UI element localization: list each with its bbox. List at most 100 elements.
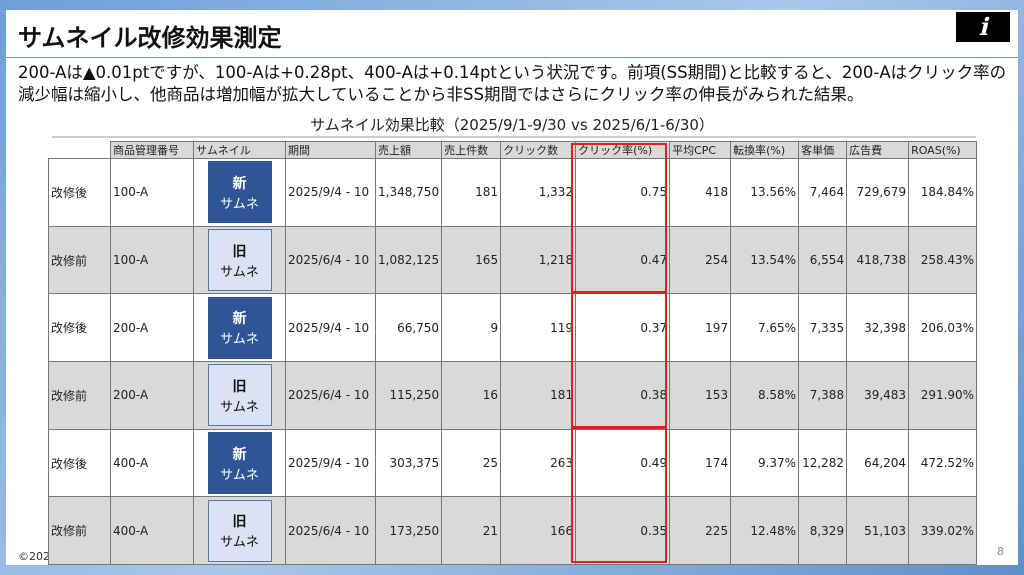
cell-cpc: 254: [669, 225, 732, 295]
cell-sales: 303,375: [374, 428, 443, 498]
cell-id: 400-A: [110, 428, 194, 498]
cell-aov: 7,464: [798, 158, 848, 227]
cell-cpc: 153: [669, 361, 732, 430]
column-header: サムネイル: [193, 141, 286, 159]
thumbnail-cell: 新サムネ: [193, 428, 286, 498]
cell-status: 改修前: [48, 361, 111, 430]
cell-cvr: 13.54%: [730, 225, 800, 295]
cell-clicks: 119: [500, 293, 577, 363]
caption-divider: [52, 136, 976, 138]
cell-clicks: 166: [500, 496, 577, 566]
cell-status: 改修前: [48, 496, 111, 566]
thumbnail-image: 新サムネ: [207, 161, 272, 224]
cell-cvr: 9.37%: [730, 428, 800, 498]
thumbnail-image: 旧サムネ: [207, 229, 272, 292]
slide: サムネイル改修効果測定 ℹ 200-Aは▲0.01ptですが、100-Aは+0.…: [6, 10, 1018, 566]
company-logo: ℹ: [956, 12, 1010, 42]
cell-cpc: 197: [669, 293, 732, 363]
cell-status: 改修後: [48, 428, 111, 498]
comparison-table: 商品管理番号 サムネイル 期間 売上額 売上件数 クリック数 クリック率(%) 平均CPC 転換…: [48, 141, 978, 566]
column-header: 平均CPC: [669, 141, 732, 159]
cell-roas: 291.90%: [908, 361, 978, 430]
cell-cpc: 418: [669, 158, 732, 227]
cell-cvr: 7.65%: [730, 293, 800, 363]
cell-period: 2025/6/4 - 10: [285, 361, 376, 430]
cell-ad: 418,738: [846, 225, 910, 295]
thumbnail-image: 旧サムネ: [207, 499, 272, 562]
cell-ad: 64,204: [846, 428, 910, 498]
cell-period: 2025/9/4 - 10: [285, 158, 376, 227]
cell-period: 2025/9/4 - 10: [285, 293, 376, 363]
cell-period: 2025/6/4 - 10: [285, 496, 376, 566]
column-header: 売上件数: [441, 141, 502, 159]
page-number: 8: [997, 545, 1004, 558]
thumbnail-cell: 新サムネ: [193, 293, 286, 363]
description-text: 200-Aは▲0.01ptですが、100-Aは+0.28pt、400-Aは+0.…: [18, 63, 1007, 104]
column-header: 売上額: [374, 141, 443, 159]
cell-id: 200-A: [110, 361, 194, 430]
slide-title: サムネイル改修効果測定: [18, 24, 282, 52]
cell-ad: 729,679: [846, 158, 910, 227]
cell-sales: 115,250: [374, 361, 443, 430]
cell-ctr: 0.75: [575, 158, 671, 227]
column-header: ROAS(%): [908, 141, 978, 159]
cell-id: 400-A: [110, 496, 194, 566]
cell-sales: 1,082,125: [374, 225, 443, 295]
highlight-box-200a: [571, 292, 667, 428]
cell-ad: 39,483: [846, 361, 910, 430]
cell-aov: 8,329: [798, 496, 848, 566]
table-row: 改修前 100-A 旧サムネ 2025/6/4 - 10 1,082,125 165 1,2…: [48, 225, 978, 295]
cell-id: 100-A: [110, 158, 194, 227]
highlight-box-100a: [571, 143, 667, 293]
cell-count: 181: [441, 158, 502, 227]
cell-sales: 173,250: [374, 496, 443, 566]
cell-period: 2025/6/4 - 10: [285, 225, 376, 295]
thumbnail-image: 旧サムネ: [207, 364, 272, 427]
cell-sales: 66,750: [374, 293, 443, 363]
cell-clicks: 1,332: [500, 158, 577, 227]
cell-count: 25: [441, 428, 502, 498]
cell-period: 2025/9/4 - 10: [285, 428, 376, 498]
cell-clicks: 1,218: [500, 225, 577, 295]
cell-ctr: 0.37: [575, 293, 671, 363]
cell-roas: 472.52%: [908, 428, 978, 498]
cell-clicks: 263: [500, 428, 577, 498]
table-row: 改修前 200-A 旧サムネ 2025/6/4 - 10 115,250 16 181 0.3…: [48, 361, 978, 430]
cell-clicks: 181: [500, 361, 577, 430]
cell-aov: 6,554: [798, 225, 848, 295]
cell-ad: 32,398: [846, 293, 910, 363]
thumbnail-image: 新サムネ: [207, 432, 272, 495]
column-header: クリック数: [500, 141, 577, 159]
cell-sales: 1,348,750: [374, 158, 443, 227]
cell-cvr: 12.48%: [730, 496, 800, 566]
cell-status: 改修前: [48, 225, 111, 295]
cell-ctr: 0.35: [575, 496, 671, 566]
thumbnail-cell: 旧サムネ: [193, 225, 286, 295]
column-header: 期間: [285, 141, 376, 159]
column-header: 広告費: [846, 141, 910, 159]
thumbnail-image: 新サムネ: [207, 296, 272, 359]
cell-aov: 7,335: [798, 293, 848, 363]
title-divider: [6, 57, 1018, 58]
cell-count: 9: [441, 293, 502, 363]
cell-cvr: 8.58%: [730, 361, 800, 430]
table-row: 改修後 100-A 新サムネ 2025/9/4 - 10 1,348,750 181 1,3…: [48, 158, 978, 227]
cell-status: 改修後: [48, 293, 111, 363]
thumbnail-cell: 新サムネ: [193, 158, 286, 227]
cell-roas: 206.03%: [908, 293, 978, 363]
cell-roas: 339.02%: [908, 496, 978, 566]
cell-cpc: 174: [669, 428, 732, 498]
column-header: [48, 141, 111, 159]
header-row: 商品管理番号 サムネイル 期間 売上額 売上件数 クリック数 クリック率(%) 平均CPC 転換…: [48, 141, 978, 159]
cell-aov: 12,282: [798, 428, 848, 498]
thumbnail-cell: 旧サムネ: [193, 496, 286, 566]
cell-status: 改修後: [48, 158, 111, 227]
table-caption: サムネイル効果比較（2025/9/1-9/30 vs 2025/6/1-6/30…: [310, 116, 714, 134]
cell-count: 165: [441, 225, 502, 295]
table-row: 改修後 200-A 新サムネ 2025/9/4 - 10 66,750 9 119 0.37 1…: [48, 293, 978, 363]
cell-ad: 51,103: [846, 496, 910, 566]
cell-cpc: 225: [669, 496, 732, 566]
column-header: 商品管理番号: [110, 141, 194, 159]
cell-id: 200-A: [110, 293, 194, 363]
cell-ctr: 0.38: [575, 361, 671, 430]
